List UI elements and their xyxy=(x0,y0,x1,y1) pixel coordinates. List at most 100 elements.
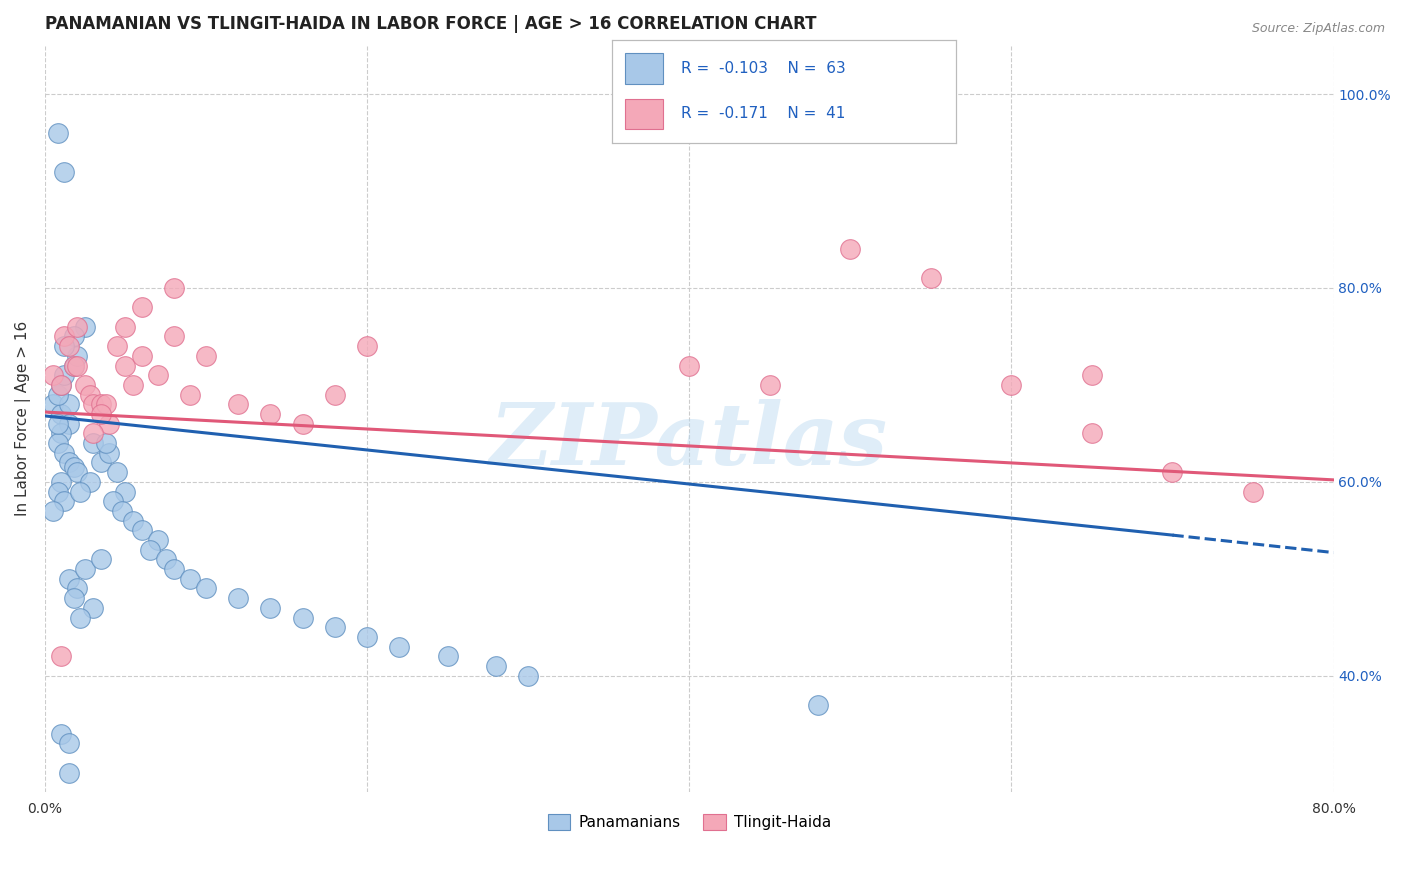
Point xyxy=(90,397,112,411)
Point xyxy=(82,600,104,615)
Point xyxy=(63,359,86,373)
Point xyxy=(678,359,700,373)
Point xyxy=(1161,465,1184,479)
Point xyxy=(517,668,540,682)
Point xyxy=(105,339,128,353)
Point xyxy=(58,455,80,469)
Point xyxy=(179,572,201,586)
Point xyxy=(46,417,69,431)
FancyBboxPatch shape xyxy=(626,54,664,84)
Point xyxy=(42,504,65,518)
Point xyxy=(138,542,160,557)
Point xyxy=(920,271,942,285)
Point xyxy=(485,659,508,673)
Point xyxy=(66,349,89,363)
Point xyxy=(49,377,72,392)
Point xyxy=(63,591,86,606)
Point xyxy=(101,494,124,508)
Point xyxy=(46,126,69,140)
Legend: Panamanians, Tlingit-Haida: Panamanians, Tlingit-Haida xyxy=(541,808,837,837)
Text: R =  -0.171    N =  41: R = -0.171 N = 41 xyxy=(681,106,845,121)
Point xyxy=(122,514,145,528)
Point xyxy=(63,329,86,343)
Point xyxy=(114,359,136,373)
Point xyxy=(179,387,201,401)
Point xyxy=(1000,377,1022,392)
Point xyxy=(53,339,76,353)
Point xyxy=(1081,426,1104,441)
Point xyxy=(82,436,104,450)
Point xyxy=(94,436,117,450)
Point xyxy=(63,460,86,475)
Point xyxy=(53,446,76,460)
Point xyxy=(163,562,186,576)
Text: ZIPatlas: ZIPatlas xyxy=(491,400,889,483)
Point xyxy=(131,349,153,363)
Point xyxy=(194,582,217,596)
Point xyxy=(146,533,169,547)
Point xyxy=(758,377,780,392)
Point xyxy=(58,417,80,431)
Point xyxy=(323,620,346,634)
Point xyxy=(66,465,89,479)
Point xyxy=(82,426,104,441)
Point xyxy=(66,359,89,373)
Point xyxy=(66,319,89,334)
Point xyxy=(46,387,69,401)
Point xyxy=(291,417,314,431)
Point xyxy=(69,610,91,624)
Point xyxy=(53,329,76,343)
Point xyxy=(807,698,830,712)
Point xyxy=(75,319,97,334)
Point xyxy=(105,465,128,479)
Point xyxy=(75,562,97,576)
Point xyxy=(90,407,112,421)
Text: R =  -0.103    N =  63: R = -0.103 N = 63 xyxy=(681,62,845,77)
Point xyxy=(111,504,134,518)
Point xyxy=(436,649,458,664)
Point xyxy=(42,397,65,411)
FancyBboxPatch shape xyxy=(626,99,664,129)
Point xyxy=(58,339,80,353)
Point xyxy=(226,397,249,411)
Point xyxy=(82,397,104,411)
Point xyxy=(388,640,411,654)
Point xyxy=(94,397,117,411)
Point xyxy=(90,455,112,469)
Point xyxy=(163,329,186,343)
Point xyxy=(79,387,101,401)
Point xyxy=(79,475,101,489)
Point xyxy=(98,446,121,460)
Point xyxy=(131,523,153,537)
Point xyxy=(49,475,72,489)
Point xyxy=(66,582,89,596)
Point xyxy=(46,484,69,499)
Point xyxy=(63,359,86,373)
Point xyxy=(49,426,72,441)
Point xyxy=(291,610,314,624)
Point xyxy=(49,407,72,421)
Y-axis label: In Labor Force | Age > 16: In Labor Force | Age > 16 xyxy=(15,321,31,516)
Point xyxy=(49,649,72,664)
Point xyxy=(122,377,145,392)
Point xyxy=(49,377,72,392)
Point xyxy=(58,572,80,586)
Point xyxy=(46,436,69,450)
Point xyxy=(226,591,249,606)
Point xyxy=(356,630,378,644)
Point xyxy=(98,417,121,431)
Point xyxy=(49,727,72,741)
Point xyxy=(259,407,281,421)
Point xyxy=(194,349,217,363)
Point xyxy=(42,368,65,383)
Point xyxy=(163,281,186,295)
Point xyxy=(131,301,153,315)
Point xyxy=(53,164,76,178)
Text: PANAMANIAN VS TLINGIT-HAIDA IN LABOR FORCE | AGE > 16 CORRELATION CHART: PANAMANIAN VS TLINGIT-HAIDA IN LABOR FOR… xyxy=(45,15,817,33)
Point xyxy=(146,368,169,383)
Point xyxy=(75,377,97,392)
Point xyxy=(323,387,346,401)
Point xyxy=(114,484,136,499)
Text: Source: ZipAtlas.com: Source: ZipAtlas.com xyxy=(1251,22,1385,36)
Point xyxy=(58,397,80,411)
